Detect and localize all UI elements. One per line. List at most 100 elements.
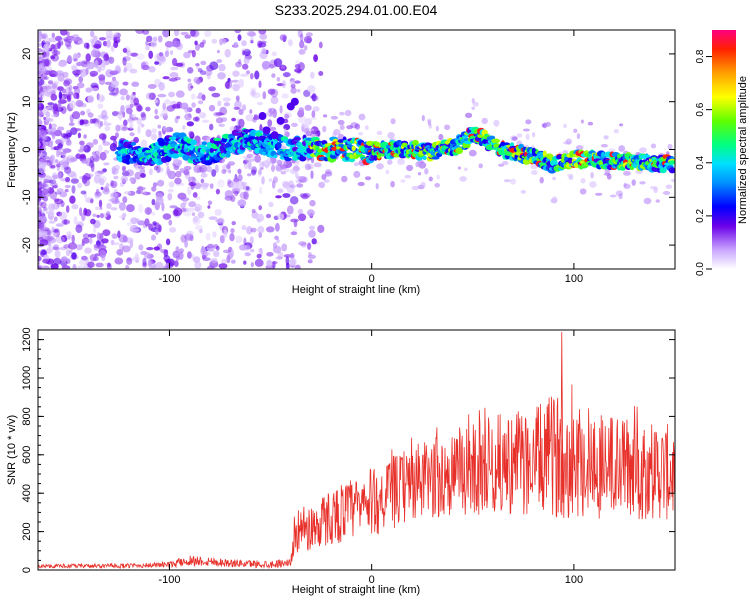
colorbar-tick-label: 0.0	[695, 262, 706, 276]
spectrogram-noise-point	[215, 188, 220, 195]
spectrogram-noise-point	[311, 238, 317, 245]
spectrogram-noise-point	[241, 181, 248, 187]
spectrogram-halo-point	[565, 138, 572, 145]
spectrogram-noise-point	[51, 226, 55, 232]
spectrogram-noise-point	[233, 42, 239, 48]
spectrogram-noise-point	[38, 255, 42, 262]
spectrogram-noise-point	[117, 113, 124, 119]
spectrogram-noise-point	[118, 215, 126, 219]
spectrogram-halo-point	[444, 124, 451, 131]
spectrogram-noise-point	[129, 68, 138, 74]
spectrogram-noise-point	[145, 45, 150, 51]
spectrogram-noise-point	[180, 197, 190, 202]
spectrogram-noise-point	[74, 128, 82, 132]
spectrogram-halo-point	[51, 132, 56, 140]
spectrogram-noise-point	[38, 222, 45, 229]
spectrogram-noise-point	[231, 117, 237, 122]
spectrogram-noise-point	[253, 114, 258, 118]
spectrogram-noise-point	[89, 70, 99, 77]
spectrogram-noise-point	[55, 223, 64, 227]
spectrogram-halo-point	[149, 168, 153, 176]
spectrogram-halo-point	[618, 193, 623, 200]
spectrogram-noise-point	[38, 200, 44, 205]
spectrogram-noise-point	[116, 249, 124, 256]
spectrogram-halo-point	[209, 183, 214, 190]
spectrogram-noise-point	[240, 73, 249, 77]
spectrogram-noise-point	[228, 169, 232, 174]
spectrogram-xlabel: Height of straight line (km)	[292, 284, 420, 296]
spectrogram-noise-point	[59, 246, 67, 251]
spectrogram-noise-point	[199, 164, 208, 173]
spectrogram-noise-point	[73, 92, 79, 99]
spectrogram-noise-point	[279, 105, 283, 114]
spectrogram-noise-point	[88, 233, 97, 238]
spectrogram-halo-point	[45, 156, 50, 160]
spectrogram-halo-point	[436, 174, 440, 180]
spectrogram-noise-point	[155, 164, 161, 174]
spectrogram-ridge-point	[125, 154, 131, 161]
spectrogram-ridge-point	[346, 144, 354, 148]
spectrogram-noise-point	[137, 204, 144, 213]
spectrogram-halo-point	[609, 194, 617, 198]
spectrogram-halo-point	[511, 136, 518, 141]
spectrogram-halo-point	[121, 165, 127, 172]
spectrogram-noise-point	[90, 49, 98, 58]
spectrogram-noise-point	[72, 34, 79, 39]
spectrogram-halo-point	[154, 115, 160, 120]
spectrogram-halo-point	[580, 119, 584, 124]
spectrogram-noise-point	[153, 246, 160, 251]
spectrogram-ridge-point	[255, 132, 263, 137]
spectrogram-noise-point	[111, 70, 120, 74]
spectrogram-noise-point	[98, 199, 103, 208]
spectrogram-halo-point	[608, 148, 616, 154]
spectrogram-noise-point	[38, 191, 42, 198]
spectrogram-noise-point	[187, 82, 193, 92]
spectrogram-noise-point	[259, 33, 268, 40]
spectrogram-noise-point	[110, 45, 115, 52]
spectrogram-noise-point	[106, 202, 112, 209]
spectrogram-halo-point	[358, 113, 366, 121]
spectrogram-noise-point	[110, 207, 118, 211]
spectrogram-noise-point	[251, 92, 261, 99]
spectrogram-noise-point	[76, 62, 82, 67]
spectrogram-noise-point	[237, 199, 247, 207]
spectrogram-noise-point	[165, 41, 173, 48]
spectrogram-halo-point	[313, 162, 322, 168]
spectrogram-noise-point	[258, 30, 267, 35]
spectrogram-noise-point	[113, 175, 119, 180]
spectrogram-halo-point	[275, 165, 283, 172]
spectrogram-noise-point	[122, 48, 128, 53]
spectrogram-noise-point	[72, 263, 77, 269]
spectrogram-noise-point	[193, 164, 202, 174]
spectrogram-noise-point	[298, 213, 307, 222]
spectrogram-noise-point	[125, 204, 135, 213]
spectrogram-noise-point	[291, 122, 298, 127]
spectrogram-noise-point	[38, 31, 43, 37]
spectrogram-noise-point	[235, 61, 242, 68]
spectrogram-noise-point	[135, 190, 142, 194]
spectrogram-noise-point	[107, 262, 111, 267]
spectrogram-noise-point	[207, 205, 211, 209]
spectrogram-noise-point	[195, 107, 201, 114]
spectrogram-noise-point	[90, 218, 96, 225]
spectrogram-noise-point	[140, 123, 145, 128]
spectrogram-noise-point	[133, 97, 139, 106]
snr-series-line	[38, 384, 675, 570]
spectrogram-noise-point	[231, 79, 239, 83]
spectrogram-noise-point	[135, 30, 144, 34]
spectrogram-noise-point	[297, 208, 303, 215]
spectrogram-noise-point	[300, 33, 304, 42]
spectrogram-noise-point	[65, 139, 72, 146]
spectrogram-halo-point	[244, 157, 252, 163]
spectrogram-ridge-point	[201, 141, 207, 146]
spectrogram-noise-point	[97, 103, 104, 109]
spectrogram-halo-point	[321, 174, 327, 180]
spectrogram-noise-point	[87, 112, 94, 118]
spectrogram-noise-point	[268, 107, 277, 114]
spectrogram-noise-point	[100, 62, 106, 72]
spectrogram-noise-point	[77, 132, 81, 139]
spectrogram-noise-point	[209, 123, 214, 131]
spectrogram-noise-point	[192, 116, 199, 122]
spectrogram-noise-point	[174, 177, 182, 185]
spectrogram-halo-point	[137, 165, 146, 169]
